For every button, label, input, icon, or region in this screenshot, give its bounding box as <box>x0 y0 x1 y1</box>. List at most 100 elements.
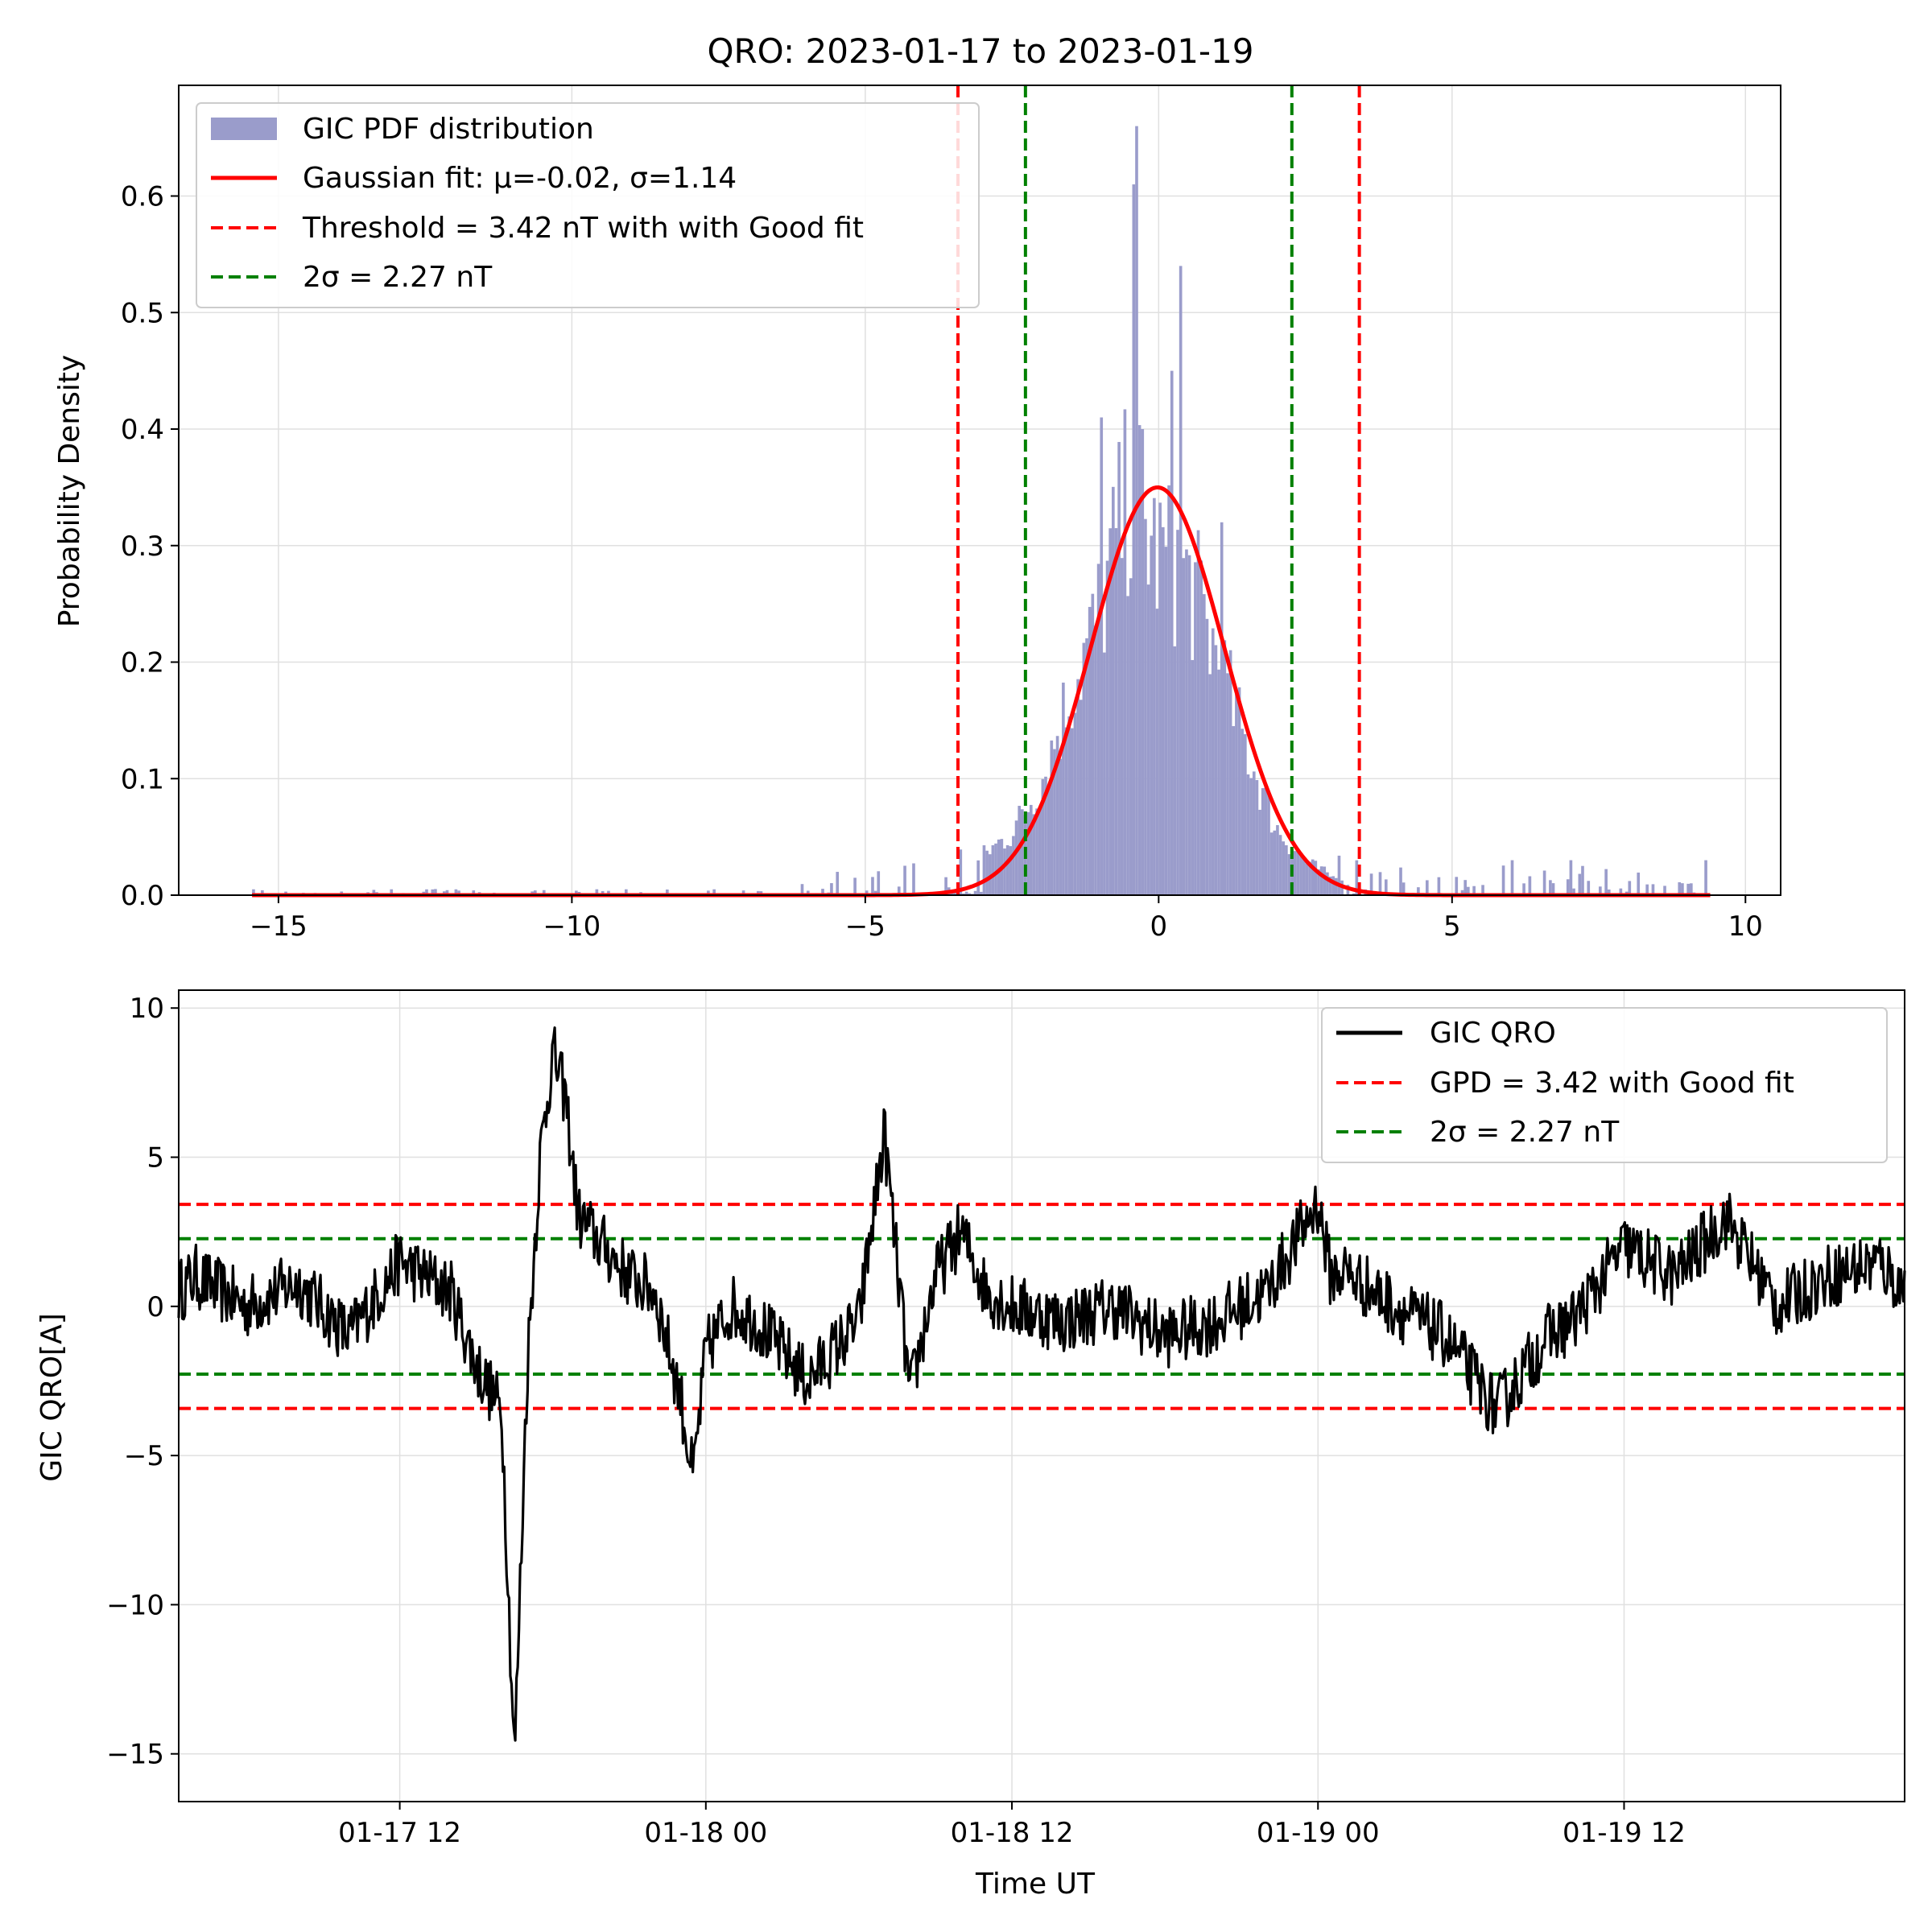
legend-label-two-sigma: 2σ = 2.27 nT <box>303 261 493 294</box>
histogram-bar <box>1378 872 1382 895</box>
timeseries-grid <box>179 990 1905 1802</box>
histogram-bar <box>973 890 977 895</box>
histogram-y-label: Probability Density <box>53 355 86 628</box>
histogram-bar <box>985 850 989 895</box>
histogram-bar <box>1096 564 1100 895</box>
histogram-bar <box>534 890 537 895</box>
histogram-bar <box>1244 733 1247 895</box>
legend-swatch-histogram <box>211 118 277 140</box>
histogram-bar <box>1258 809 1261 895</box>
histogram-bar <box>1021 809 1024 895</box>
histogram-bar <box>1038 810 1042 895</box>
histogram-bar <box>1331 876 1335 895</box>
legend-label-two-sigma-ts: 2σ = 2.27 nT <box>1430 1116 1620 1149</box>
histogram-bar <box>1155 609 1159 895</box>
histogram-bar <box>1082 642 1086 895</box>
histogram-bar <box>871 877 874 895</box>
histogram-bar <box>1237 687 1241 895</box>
histogram-bar <box>1005 844 1009 895</box>
histogram-bar <box>976 860 980 895</box>
histogram-bar <box>950 892 954 895</box>
histogram-bar <box>1352 893 1356 895</box>
histogram-bar <box>1273 830 1277 895</box>
histogram-bar <box>445 890 449 895</box>
histogram-legend: GIC PDF distribution Gaussian fit: μ=-0.… <box>196 102 980 308</box>
histogram-bar <box>1114 528 1118 895</box>
histogram-bar <box>457 890 460 895</box>
histogram-bar <box>830 883 833 895</box>
histogram-bar <box>1604 869 1608 895</box>
histogram-bar <box>1501 865 1505 895</box>
histogram-bar <box>1091 593 1095 895</box>
histogram-bar <box>903 865 906 895</box>
histogram-bar <box>1226 673 1229 895</box>
histogram-bar <box>1055 736 1059 895</box>
histogram-bar <box>1137 425 1141 895</box>
histogram-bar <box>1678 881 1682 895</box>
histogram-bar <box>1176 530 1179 895</box>
histogram-bar <box>1117 442 1121 895</box>
x-tick-label: 5 <box>1443 910 1461 943</box>
histogram-bar <box>1120 558 1124 895</box>
histogram-bar <box>1214 645 1218 895</box>
histogram-bar <box>1282 841 1286 895</box>
histogram-bar <box>968 893 972 895</box>
histogram-bar <box>542 890 546 895</box>
histogram-bar <box>944 877 947 895</box>
histogram-bar <box>1161 526 1165 895</box>
histogram-bar <box>1569 860 1573 895</box>
histogram-bar <box>1249 778 1253 895</box>
histogram-bar <box>1217 669 1220 895</box>
histogram-bar <box>1100 417 1104 895</box>
histogram-bar <box>1228 650 1232 895</box>
histogram-bar <box>1126 596 1129 895</box>
legend-label-histogram: GIC PDF distribution <box>303 113 594 146</box>
histogram-bar <box>1510 860 1514 895</box>
histogram-bar <box>1566 879 1570 895</box>
histogram-bar <box>1267 792 1270 895</box>
histogram-bar <box>1050 740 1054 895</box>
y-tick-label: 10 <box>130 993 164 1025</box>
histogram-bar <box>431 889 435 895</box>
histogram-bar <box>1009 846 1013 895</box>
histogram-bar <box>1314 861 1318 895</box>
timeseries-x-label: Time UT <box>975 1868 1096 1901</box>
histogram-bar <box>472 890 476 895</box>
histogram-bar <box>666 889 669 895</box>
histogram-bar <box>1663 886 1666 895</box>
histogram-legend-frame <box>196 102 980 308</box>
x-tick-label: 0 <box>1150 910 1168 943</box>
histogram-bar <box>1335 877 1338 895</box>
histogram-bar <box>1319 866 1323 895</box>
histogram-bar <box>1308 861 1311 895</box>
histogram-bar <box>1041 778 1045 895</box>
histogram-bar <box>1549 880 1552 895</box>
histogram-bar <box>1062 682 1065 895</box>
histogram-bar <box>1599 886 1602 895</box>
histogram-bar <box>1305 863 1309 895</box>
histogram-bar <box>1076 679 1080 895</box>
histogram-bar <box>1704 860 1707 895</box>
histogram-bar <box>1085 638 1088 895</box>
histogram-bar <box>1146 584 1150 895</box>
x-tick-label: −5 <box>845 910 886 943</box>
histogram-bar <box>1032 814 1036 895</box>
histogram-bar <box>1003 848 1006 895</box>
histogram-bar <box>1384 879 1388 895</box>
histogram-bar <box>1686 883 1690 895</box>
histogram-bar <box>1425 880 1429 895</box>
histogram-bar <box>1637 872 1641 895</box>
histogram-bar <box>1681 883 1684 895</box>
histogram-bar <box>821 889 824 895</box>
histogram-bar <box>1164 547 1168 895</box>
histogram-bar <box>1607 889 1611 895</box>
histogram-bar <box>1645 884 1649 895</box>
histogram-bar <box>1255 780 1259 895</box>
histogram-bar <box>1522 883 1525 895</box>
histogram-bar <box>252 889 255 895</box>
histogram-bar <box>1108 528 1113 895</box>
histogram-bar <box>853 877 857 895</box>
histogram-bar <box>1317 869 1320 895</box>
histogram-bar <box>1355 860 1359 895</box>
histogram-bar <box>1046 787 1051 895</box>
